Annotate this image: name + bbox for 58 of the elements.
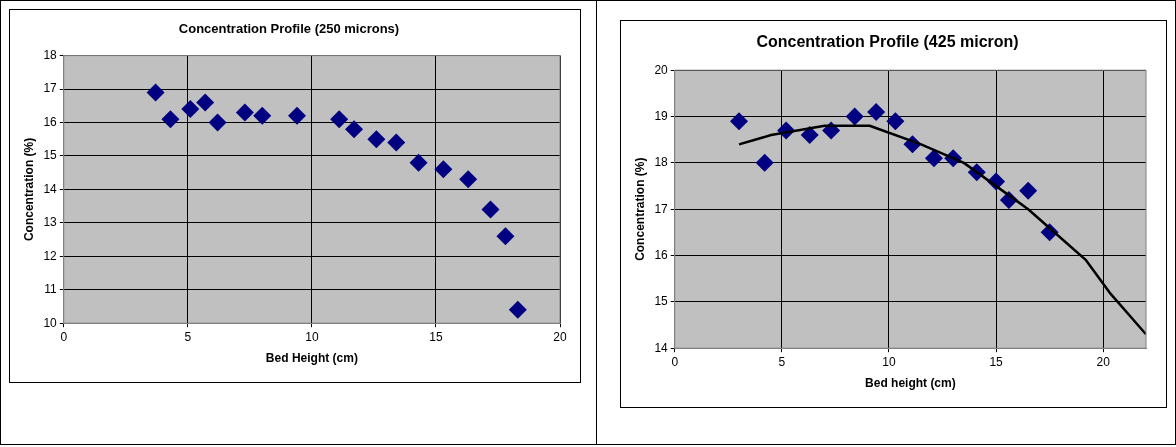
point <box>409 153 428 172</box>
y-tick-label: 20 <box>654 62 669 77</box>
x-axis-title: Bed height (cm) <box>865 376 956 391</box>
y-tick-label: 17 <box>43 81 58 96</box>
x-tick-label: 5 <box>778 354 786 369</box>
y-tick-label: 10 <box>43 315 58 330</box>
x-tick-label: 10 <box>882 354 896 369</box>
point <box>1019 181 1038 200</box>
x-tick-label: 15 <box>989 354 1004 369</box>
y-tick-label: 11 <box>44 282 58 297</box>
x-tick-label: 0 <box>671 354 679 369</box>
point <box>253 106 272 125</box>
y-tick-label: 18 <box>654 155 669 170</box>
point <box>496 227 515 246</box>
point <box>886 112 905 131</box>
point <box>146 83 165 102</box>
point <box>367 130 386 149</box>
point <box>459 170 478 189</box>
point <box>345 120 364 139</box>
point <box>287 106 306 125</box>
x-tick-label: 5 <box>184 329 192 344</box>
y-axis-title: Concentration (%) <box>21 137 36 242</box>
y-tick-label: 19 <box>654 108 669 123</box>
point <box>800 126 819 145</box>
point <box>208 113 227 132</box>
point <box>330 110 349 129</box>
y-axis-title: Concentration (%) <box>632 157 647 261</box>
point <box>508 300 527 319</box>
point <box>924 149 943 168</box>
y-tick-label: 15 <box>43 148 58 163</box>
y-tick-label: 13 <box>43 215 58 230</box>
chart-title: Concentration Profile (250 microns) <box>178 21 400 37</box>
x-tick-label: 20 <box>1096 354 1111 369</box>
y-tick-label: 17 <box>654 201 669 216</box>
point <box>235 103 254 122</box>
y-tick-label: 16 <box>654 247 669 262</box>
x-tick-label: 15 <box>429 329 443 344</box>
x-tick-label: 0 <box>60 329 68 344</box>
point <box>481 200 500 219</box>
chart-title: Concentration Profile (425 micron) <box>756 33 1019 51</box>
y-tick-label: 12 <box>43 248 58 263</box>
point <box>434 160 453 179</box>
y-tick-label: 18 <box>43 47 58 62</box>
point <box>196 93 215 112</box>
point <box>867 102 886 121</box>
y-tick-label: 14 <box>654 340 669 355</box>
point <box>181 100 200 119</box>
x-tick-label: 20 <box>553 329 567 344</box>
x-axis-title: Bed Height (cm) <box>265 351 358 366</box>
point <box>387 133 406 152</box>
y-tick-label: 14 <box>43 181 58 196</box>
y-tick-label: 15 <box>654 294 669 309</box>
y-tick-label: 16 <box>43 114 58 129</box>
point <box>161 110 180 129</box>
x-tick-label: 10 <box>305 329 319 344</box>
point <box>730 112 749 131</box>
point <box>845 107 864 126</box>
point <box>755 153 774 172</box>
